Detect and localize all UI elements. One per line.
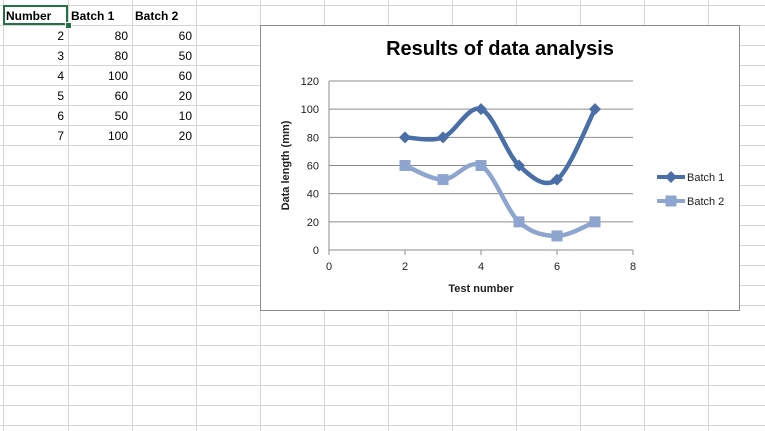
x-tick-label: 8 bbox=[630, 261, 636, 273]
x-tick-label: 6 bbox=[554, 261, 560, 273]
y-tick-label: 60 bbox=[307, 161, 319, 173]
table-cell[interactable]: 6 bbox=[57, 109, 64, 123]
y-tick-label: 40 bbox=[307, 189, 319, 201]
x-tick-label: 4 bbox=[478, 261, 484, 273]
column-header-cell[interactable]: Batch 1 bbox=[71, 9, 115, 23]
chart-object[interactable]: Results of data analysis 0 20 40 60 80 100 120… bbox=[260, 25, 740, 311]
table-cell[interactable]: 80 bbox=[114, 29, 128, 43]
table-cell[interactable]: 50 bbox=[114, 109, 128, 123]
y-tick-label: 80 bbox=[307, 132, 319, 144]
table-cell[interactable]: 80 bbox=[114, 49, 128, 63]
table-cell[interactable]: 100 bbox=[107, 129, 128, 143]
table-cell[interactable]: 2 bbox=[57, 29, 64, 43]
table-cell[interactable]: 60 bbox=[178, 69, 192, 83]
y-tick-label: 20 bbox=[307, 217, 319, 229]
data-point-batch-2[interactable] bbox=[437, 174, 449, 186]
table-cell[interactable]: 4 bbox=[57, 69, 64, 83]
table-cell[interactable]: 5 bbox=[57, 89, 64, 103]
data-point-batch-1[interactable] bbox=[551, 173, 563, 186]
x-tick-label: 2 bbox=[402, 261, 408, 273]
table-cell[interactable]: 20 bbox=[178, 89, 192, 103]
series-line-batch-2[interactable] bbox=[402, 161, 598, 239]
y-tick-label: 100 bbox=[301, 104, 319, 116]
data-point-batch-2[interactable] bbox=[475, 160, 487, 171]
data-point-batch-2[interactable] bbox=[589, 216, 601, 228]
legend-marker[interactable] bbox=[665, 195, 677, 207]
x-axis-title[interactable]: Test number bbox=[448, 283, 514, 295]
table-cell[interactable]: 60 bbox=[178, 29, 192, 43]
legend-marker[interactable] bbox=[665, 171, 677, 183]
column-header-cell[interactable]: Batch 2 bbox=[135, 9, 179, 23]
legend-item-batch-1[interactable]: Batch 1 bbox=[657, 171, 724, 184]
legend-item-batch-2[interactable]: Batch 2 bbox=[657, 195, 724, 209]
legend-label: Batch 2 bbox=[687, 196, 724, 208]
chart-plot[interactable]: 0 20 40 60 80 100 120 0 2 4 6 8 Test number Data leng… bbox=[261, 26, 739, 310]
data-point-batch-1[interactable] bbox=[399, 131, 411, 144]
table-cell[interactable]: 60 bbox=[114, 89, 128, 103]
x-tick-label: 0 bbox=[326, 261, 332, 273]
data-point-batch-1[interactable] bbox=[437, 131, 449, 144]
y-tick-label: 120 bbox=[301, 76, 319, 88]
fill-handle[interactable] bbox=[65, 22, 72, 29]
data-point-batch-1[interactable] bbox=[513, 159, 525, 172]
table-cell[interactable]: 10 bbox=[178, 109, 192, 123]
data-point-batch-2[interactable] bbox=[551, 230, 563, 242]
chart-title[interactable]: Results of data analysis bbox=[386, 38, 614, 60]
data-point-batch-1[interactable] bbox=[475, 103, 487, 116]
active-cell-selection[interactable] bbox=[3, 5, 68, 25]
column-header-cell[interactable]: Number bbox=[6, 9, 52, 23]
table-cell[interactable]: 50 bbox=[178, 49, 192, 63]
table-cell[interactable]: 3 bbox=[57, 49, 64, 63]
data-point-batch-2[interactable] bbox=[399, 160, 411, 171]
table-cell[interactable]: 7 bbox=[57, 129, 64, 143]
legend-label: Batch 1 bbox=[687, 172, 724, 184]
y-tick-label: 0 bbox=[313, 245, 319, 257]
table-cell[interactable]: 20 bbox=[178, 129, 192, 143]
table-cell[interactable]: 100 bbox=[107, 69, 128, 83]
y-axis-title[interactable]: Data length (mm) bbox=[280, 120, 292, 210]
series-line-batch-1[interactable] bbox=[402, 106, 598, 186]
data-point-batch-2[interactable] bbox=[513, 216, 525, 228]
data-point-batch-1[interactable] bbox=[589, 103, 601, 116]
